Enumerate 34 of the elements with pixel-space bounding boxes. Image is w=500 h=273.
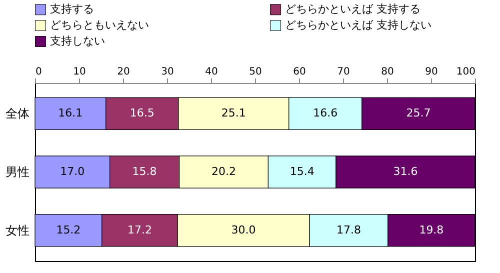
x-tick-label: 30 [161, 66, 174, 78]
data-label: 16.5 [130, 106, 154, 120]
x-tick-label: 10 [73, 66, 86, 78]
x-tick-label: 20 [117, 66, 130, 78]
x-tick-label: 40 [205, 66, 218, 78]
data-label: 15.8 [132, 165, 157, 178]
data-label: 16.6 [313, 106, 338, 120]
x-tick-label: 0 [36, 66, 42, 78]
x-tick-label: 70 [337, 66, 350, 78]
data-label: 20.2 [212, 165, 236, 178]
data-label: 17.0 [60, 165, 85, 178]
data-label: 30.0 [231, 223, 256, 236]
legend-label: どちらかといえば 支持しない [285, 18, 432, 32]
data-label: 16.1 [58, 106, 83, 120]
y-tick-label: 全体 [6, 106, 30, 121]
data-label: 15.4 [290, 165, 314, 178]
legend-label: 支持しない [50, 34, 105, 48]
legend-label: どちらともいえない [50, 18, 149, 32]
data-label: 19.8 [419, 223, 444, 236]
x-tick-label: 90 [425, 66, 438, 78]
legend-label: 支持する [50, 2, 94, 16]
data-label: 25.7 [406, 106, 431, 120]
x-tick-label: 60 [293, 66, 306, 78]
x-tick-label: 100 [456, 66, 476, 78]
data-label: 31.6 [393, 165, 418, 178]
y-tick-label: 男性 [6, 165, 30, 179]
x-tick-label: 50 [249, 66, 262, 78]
data-label: 17.8 [336, 223, 361, 236]
data-label: 25.1 [221, 106, 246, 120]
x-tick-label: 80 [381, 66, 394, 78]
legend-label: どちらかといえば 支持する [285, 2, 420, 16]
y-tick-label: 女性 [6, 223, 30, 238]
data-label: 15.2 [56, 223, 81, 236]
data-label: 17.2 [127, 223, 152, 236]
